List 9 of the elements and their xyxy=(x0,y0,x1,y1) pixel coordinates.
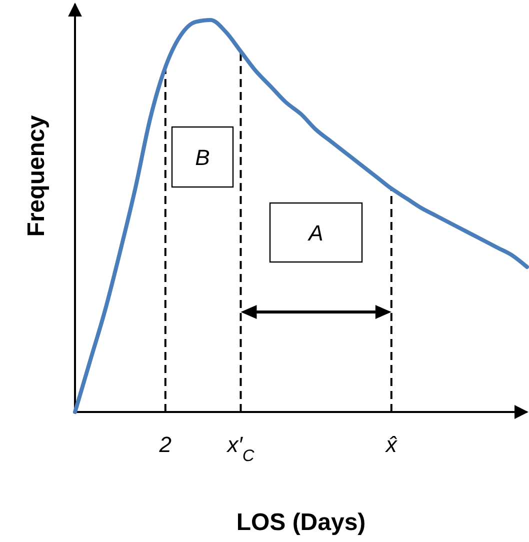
label-box: A xyxy=(269,202,363,263)
x-tick-label: x′$_{C}$ xyxy=(226,432,254,465)
annotation: B xyxy=(195,145,210,170)
annotation: A xyxy=(306,220,324,246)
y-axis-title: Frequency xyxy=(23,114,50,237)
x-tick-label: x̂ xyxy=(384,432,398,457)
x-axis-title: LOS (Days) xyxy=(236,509,366,536)
label-box: B xyxy=(171,126,234,188)
x-tick-label: 2 xyxy=(158,432,172,457)
